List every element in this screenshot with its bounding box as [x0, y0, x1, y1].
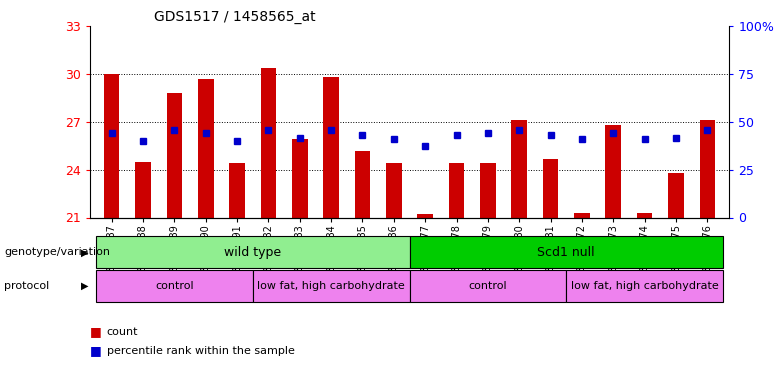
Bar	[636, 213, 653, 217]
Bar	[574, 213, 590, 217]
Text: GDS1517 / 1458565_at: GDS1517 / 1458565_at	[154, 10, 315, 24]
Text: control: control	[469, 281, 507, 291]
Text: protocol: protocol	[4, 281, 49, 291]
Bar	[135, 162, 151, 218]
Bar	[566, 270, 723, 302]
Bar	[96, 270, 253, 302]
Text: Scd1 null: Scd1 null	[537, 246, 595, 259]
Text: ■: ■	[90, 326, 101, 338]
Text: percentile rank within the sample: percentile rank within the sample	[107, 346, 295, 355]
Bar	[410, 270, 566, 302]
Bar	[292, 140, 307, 218]
Text: low fat, high carbohydrate: low fat, high carbohydrate	[257, 281, 405, 291]
Text: wild type: wild type	[224, 246, 282, 259]
Bar	[543, 159, 558, 218]
Bar	[104, 74, 119, 217]
Bar	[480, 164, 496, 218]
Bar	[386, 164, 402, 218]
Bar	[417, 214, 433, 217]
Bar	[605, 125, 621, 218]
Bar	[96, 236, 410, 268]
Text: genotype/variation: genotype/variation	[4, 248, 110, 257]
Bar	[448, 164, 464, 218]
Bar	[410, 236, 723, 268]
Bar	[512, 120, 527, 218]
Bar	[700, 120, 715, 218]
Bar	[198, 79, 214, 218]
Text: ■: ■	[90, 344, 101, 357]
Bar	[668, 173, 684, 217]
Bar	[229, 164, 245, 218]
Text: ▶: ▶	[80, 281, 88, 291]
Bar	[355, 150, 370, 217]
Bar	[253, 270, 410, 302]
Bar	[166, 93, 183, 218]
Bar	[261, 68, 276, 218]
Text: count: count	[107, 327, 138, 337]
Text: control: control	[155, 281, 193, 291]
Bar	[323, 77, 339, 218]
Text: low fat, high carbohydrate: low fat, high carbohydrate	[571, 281, 718, 291]
Text: ▶: ▶	[80, 248, 88, 257]
